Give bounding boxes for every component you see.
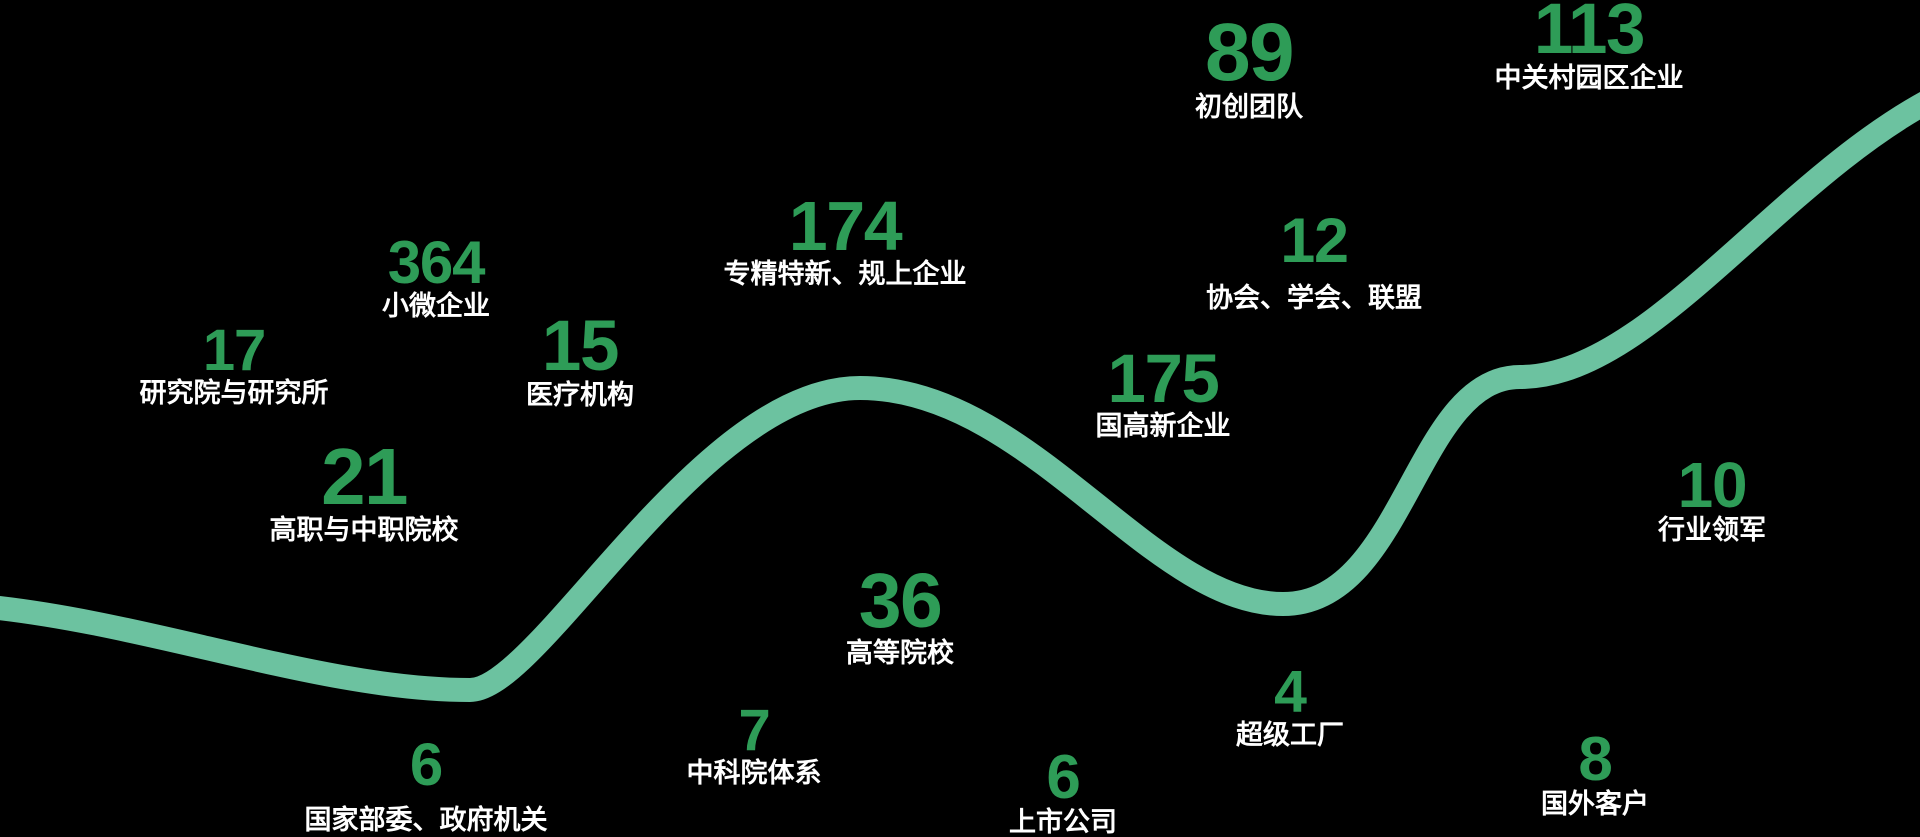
stat-item-ministries-government: 6 国家部委、政府机关	[305, 735, 548, 834]
stat-label: 研究院与研究所	[139, 378, 329, 408]
stat-value: 7	[738, 698, 770, 763]
stat-item-research-institutes: 17 研究院与研究所	[140, 322, 329, 407]
stat-label: 行业领军	[1658, 515, 1766, 545]
stat-item-small-micro-enterprises: 364 小微企业	[382, 233, 490, 320]
stat-value: 8	[1578, 725, 1612, 794]
stat-item-vocational-colleges: 21 高职与中职院校	[270, 437, 459, 544]
stat-item-national-high-tech-enterprises: 175 国高新企业	[1096, 344, 1231, 440]
stat-value: 36	[858, 558, 943, 644]
stat-label: 国高新企业	[1095, 411, 1231, 441]
stat-label: 医疗机构	[526, 380, 634, 410]
stat-label: 中关村园区企业	[1494, 63, 1684, 93]
stat-label: 初创团队	[1195, 92, 1303, 122]
stat-item-listed-companies: 6 上市公司	[1009, 747, 1117, 836]
stat-value: 175	[1107, 340, 1220, 417]
stat-item-zhongguancun-park-enterprises: 113 中关村园区企业	[1495, 0, 1684, 92]
stat-value: 6	[1046, 743, 1080, 812]
stat-value: 6	[409, 731, 443, 798]
stat-item-associations-societies-alliances: 12 协会、学会、联盟	[1206, 210, 1422, 312]
stat-label: 国外客户	[1541, 789, 1649, 819]
stat-label: 中科院体系	[686, 758, 822, 788]
stat-item-foreign-clients: 8 国外客户	[1541, 729, 1649, 818]
stat-value: 113	[1533, 0, 1646, 69]
stat-label: 高职与中职院校	[269, 515, 459, 545]
stat-label: 超级工厂	[1236, 720, 1344, 750]
stat-value: 174	[788, 187, 903, 265]
stat-value: 4	[1274, 659, 1307, 725]
wave-curve-path	[0, 92, 1920, 703]
stat-value: 17	[202, 318, 266, 383]
stat-item-higher-education: 36 高等院校	[846, 563, 954, 667]
stat-label: 协会、学会、联盟	[1206, 283, 1422, 313]
stat-item-medical-institutions: 15 医疗机构	[526, 311, 634, 409]
stat-label: 国家部委、政府机关	[304, 805, 548, 835]
stat-item-super-factories: 4 超级工厂	[1236, 663, 1344, 749]
stat-item-industry-leaders: 10 行业领军	[1658, 453, 1766, 544]
stat-label: 高等院校	[846, 638, 954, 668]
stat-value: 12	[1280, 206, 1349, 276]
stat-value: 364	[387, 229, 486, 296]
stat-item-cas-system: 7 中科院体系	[687, 702, 822, 787]
stat-value: 10	[1677, 449, 1748, 521]
stat-value: 21	[321, 432, 408, 521]
stat-label: 小微企业	[382, 291, 490, 321]
stat-label: 上市公司	[1009, 807, 1117, 837]
stat-item-startup-teams: 89 初创团队	[1195, 12, 1303, 121]
stat-label: 专精特新、规上企业	[723, 259, 967, 289]
stat-item-srdi-above-scale-enterprises: 174 专精特新、规上企业	[724, 191, 967, 288]
stat-value: 89	[1205, 7, 1295, 98]
stat-value: 15	[541, 307, 620, 386]
